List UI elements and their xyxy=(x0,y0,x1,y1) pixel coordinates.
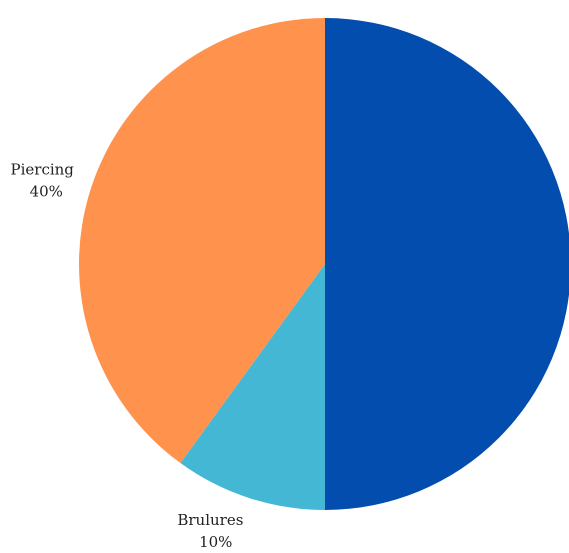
pie-slice-piercing xyxy=(79,18,325,464)
pie-label-percent: 10% xyxy=(199,533,232,549)
pie-label-percent: 40% xyxy=(30,182,63,200)
pie-labels: Brulures 10% Piercing 40% xyxy=(11,160,244,551)
pie-label-name: Piercing xyxy=(11,160,75,178)
pie-label-piercing: Piercing 40% xyxy=(11,160,75,200)
pie-label-name: Brulures xyxy=(177,511,243,529)
pie-slices xyxy=(79,18,569,510)
pie-slice-unlabeled xyxy=(325,18,569,510)
pie-slice-brulures xyxy=(180,264,325,510)
pie-label-brulures: Brulures 10% xyxy=(177,511,243,551)
